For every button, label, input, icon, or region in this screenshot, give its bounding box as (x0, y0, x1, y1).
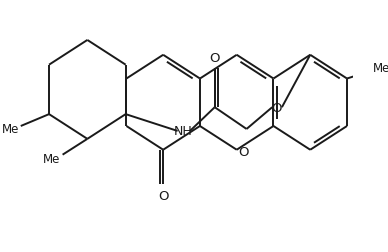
Text: O: O (158, 189, 168, 202)
Text: Me: Me (43, 152, 61, 166)
Text: O: O (239, 146, 249, 159)
Text: Me: Me (2, 123, 19, 136)
Text: Me: Me (373, 62, 388, 75)
Text: O: O (210, 52, 220, 65)
Text: O: O (271, 101, 282, 114)
Text: NH: NH (173, 125, 192, 138)
